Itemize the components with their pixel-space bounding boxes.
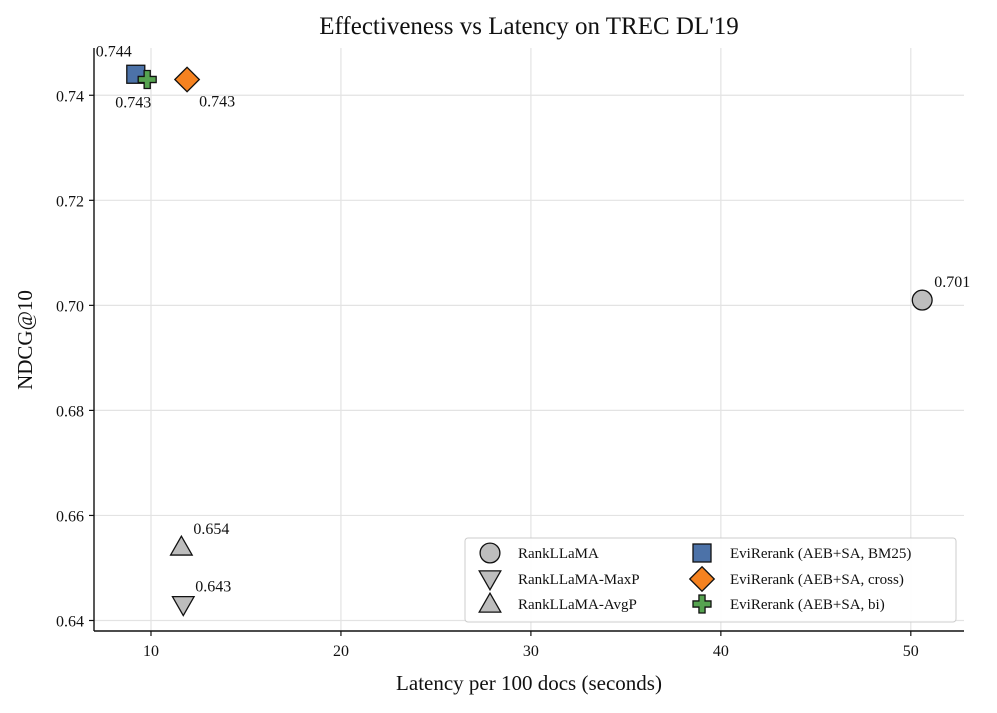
legend-label-rankllama: RankLLaMA <box>518 546 599 562</box>
data-label-rankllama: 0.701 <box>934 274 970 291</box>
x-tick-label: 10 <box>143 643 159 660</box>
legend-marker-evirerank-aeb-sa-cross <box>688 565 716 593</box>
legend-label-rankllama-maxp: RankLLaMA-MaxP <box>518 572 640 588</box>
data-point-evirerank-aeb-sa-bi <box>137 69 157 90</box>
axes-layer: 10 20 30 40 50 0.64 0.66 0.68 0.70 0.72 0.74 <box>56 48 964 660</box>
legend-marker-evirerank-aeb-sa-bi <box>692 594 712 614</box>
legend-marker-rankllama-avgp <box>478 591 502 613</box>
legend-marker-rankllama <box>479 542 501 564</box>
legend-marker-rankllama-maxp <box>478 570 502 592</box>
y-tick-label: 0.74 <box>56 88 84 105</box>
y-tick-label: 0.70 <box>56 298 84 315</box>
data-point-rankllama-maxp <box>171 595 196 617</box>
x-tick-label: 50 <box>903 643 919 660</box>
legend-label-evirerank-aeb-sa-bm25: EviRerank (AEB+SA, BM25) <box>730 546 911 562</box>
y-tick-label: 0.68 <box>56 403 84 420</box>
legend: RankLLaMA RankLLaMA-MaxP RankLLaMA-AvgP Evi… <box>464 537 957 623</box>
legend-label-evirerank-aeb-sa-bi: EviRerank (AEB+SA, bi) <box>730 597 885 613</box>
legend-label-rankllama-avgp: RankLLaMA-AvgP <box>518 597 637 613</box>
data-point-rankllama <box>911 289 933 311</box>
data-label-evirerank-aeb-sa-bm25: 0.744 <box>96 43 132 60</box>
y-tick-label: 0.72 <box>56 193 84 210</box>
data-label-rankllama-maxp: 0.643 <box>195 579 231 596</box>
legend-marker-evirerank-aeb-sa-bm25 <box>692 543 712 563</box>
data-point-evirerank-aeb-sa-cross <box>173 66 201 93</box>
x-tick-label: 40 <box>713 643 729 660</box>
data-point-rankllama-avgp <box>169 534 194 556</box>
x-tick-label: 20 <box>333 643 349 660</box>
x-tick-label: 30 <box>523 643 539 660</box>
x-axis-label: Latency per 100 docs (seconds) <box>396 671 662 695</box>
legend-label-evirerank-aeb-sa-cross: EviRerank (AEB+SA, cross) <box>730 572 904 588</box>
data-label-evirerank-aeb-sa-bi: 0.743 <box>115 95 151 112</box>
y-tick-label: 0.64 <box>56 613 84 630</box>
data-label-evirerank-aeb-sa-cross: 0.743 <box>199 94 235 111</box>
points-layer <box>126 64 933 617</box>
y-tick-label: 0.66 <box>56 508 84 525</box>
labels-layer: 0.701 0.643 0.654 0.744 0.743 0.743 <box>96 43 970 595</box>
data-label-rankllama-avgp: 0.654 <box>193 521 229 538</box>
chart-title: Effectiveness vs Latency on TREC DL'19 <box>319 13 738 40</box>
y-axis-label: NDCG@10 <box>13 290 37 390</box>
